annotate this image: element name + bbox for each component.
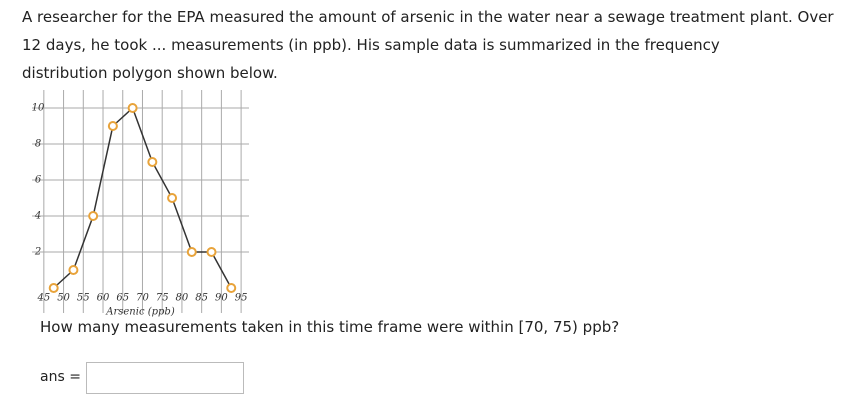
y-tick-label: 2 xyxy=(34,247,41,258)
point xyxy=(186,247,197,257)
point xyxy=(206,247,217,257)
x-tick-label: 70 xyxy=(136,293,149,304)
y-tick-label: 8 xyxy=(35,139,41,150)
x-tick-label: 85 xyxy=(195,293,208,304)
problem-line: distribution polygon shown below. xyxy=(22,64,278,82)
x-tick-label: 45 xyxy=(36,293,50,304)
point xyxy=(68,265,79,275)
point xyxy=(48,283,59,293)
x-axis-label: Arsenic (ppb) xyxy=(105,307,175,318)
x-tick-label: 80 xyxy=(176,293,189,304)
y-tick-label: 4 xyxy=(34,211,41,222)
question: How many measurements taken in this time… xyxy=(40,318,620,336)
x-tick-label: 95 xyxy=(235,293,248,304)
answer-input[interactable] xyxy=(86,362,244,394)
y-tick-label: 6 xyxy=(35,175,42,186)
x-tick-label: 75 xyxy=(156,293,169,304)
point xyxy=(88,211,99,221)
point xyxy=(147,157,158,167)
point xyxy=(226,283,237,293)
x-tick-label: 90 xyxy=(215,293,228,304)
x-tick-label: 60 xyxy=(97,293,110,304)
x-tick-label: 55 xyxy=(77,293,90,304)
problem-line: A researcher for the EPA measured the am… xyxy=(22,8,834,26)
answer-label: ans = xyxy=(40,369,81,385)
point xyxy=(127,103,138,113)
y-tick-label: 10 xyxy=(32,103,45,114)
problem-line: 12 days, he took ... measurements (in pp… xyxy=(22,36,720,54)
point xyxy=(167,193,178,203)
x-tick-label: 65 xyxy=(116,293,129,304)
x-tick-label: 50 xyxy=(57,293,70,304)
polygon-line xyxy=(53,106,232,289)
point xyxy=(107,121,118,131)
